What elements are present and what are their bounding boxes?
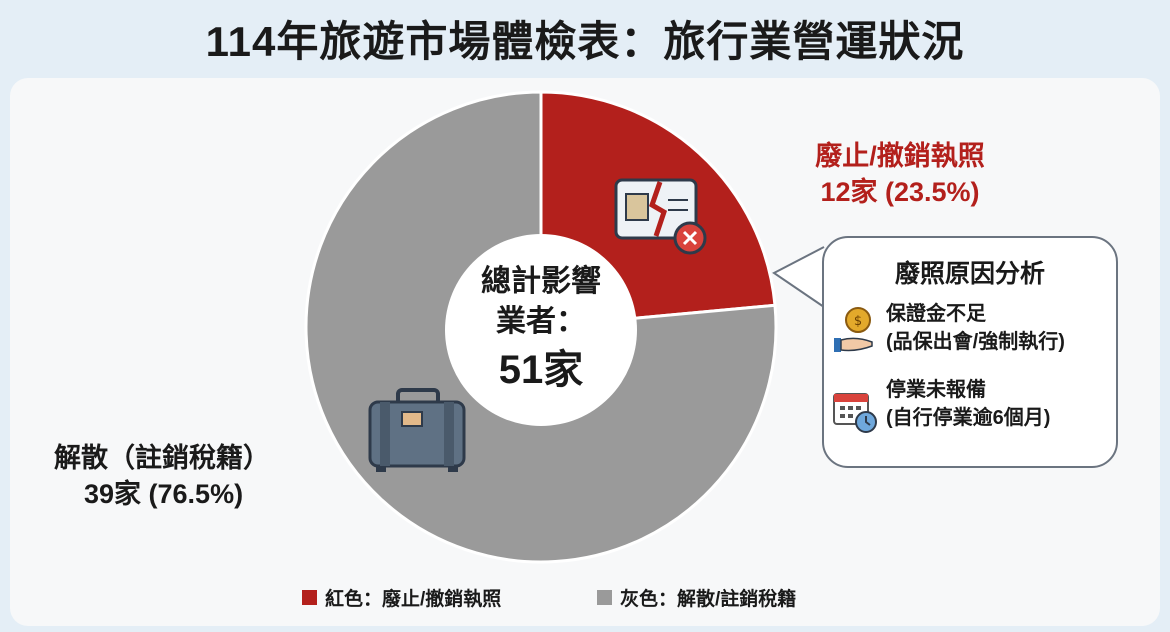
total-value: 51家	[498, 348, 584, 392]
reason-item: 保證金不足 (品保出會/強制執行)	[886, 300, 1065, 356]
page-title: 114年旅遊市場體檢表：旅行業營運狀況	[205, 18, 965, 65]
legend-item-gray: 灰色：解散/註銷稅籍	[597, 584, 796, 611]
legend-label: 灰色：解散/註銷稅籍	[620, 589, 797, 610]
donut-center-label: 總計影響 業者： 51家	[446, 262, 636, 398]
slice-name: 解散（註銷稅籍）	[54, 443, 270, 473]
callout-title: 廢照原因分析	[894, 260, 1045, 288]
slice-name: 廢止/撤銷執照	[815, 141, 985, 171]
reason-title: 保證金不足	[886, 303, 986, 325]
slice-value-label: 39家 (76.5%)	[84, 479, 244, 509]
coin-hand-icon: $	[832, 306, 876, 361]
reason-detail: (自行停業逾6個月)	[886, 407, 1051, 429]
legend-swatch	[597, 590, 612, 605]
slice-value-label: 12家 (23.5%)	[820, 177, 980, 207]
calendar-clock-icon	[832, 388, 878, 439]
legend-item-red: 紅色：廢止/撤銷執照	[302, 584, 501, 611]
reason-detail: (品保出會/強制執行)	[886, 331, 1065, 353]
revoked-license-icon	[614, 178, 707, 255]
slice-label-dissolved: 解散（註銷稅籍） 39家 (76.5%)	[54, 440, 270, 512]
callout-box: 廢照原因分析 $ 保證金不足 (品保出會/強制執行) 停業未報備 (自行停業逾6…	[822, 236, 1118, 468]
donut-hole	[445, 234, 637, 426]
reason-title: 停業未報備	[886, 379, 986, 401]
svg-text:$: $	[854, 314, 862, 329]
suitcase-icon	[368, 388, 466, 472]
reason-item: 停業未報備 (自行停業逾6個月)	[886, 376, 1050, 432]
callout-pointer	[772, 246, 825, 308]
total-label-line2: 業者：	[496, 305, 586, 338]
legend-swatch	[302, 590, 317, 605]
slice-label-revoked: 廢止/撤銷執照 12家 (23.5%)	[790, 138, 1010, 210]
legend-label: 紅色：廢止/撤銷執照	[325, 589, 502, 610]
total-label-line1: 總計影響	[481, 265, 601, 298]
